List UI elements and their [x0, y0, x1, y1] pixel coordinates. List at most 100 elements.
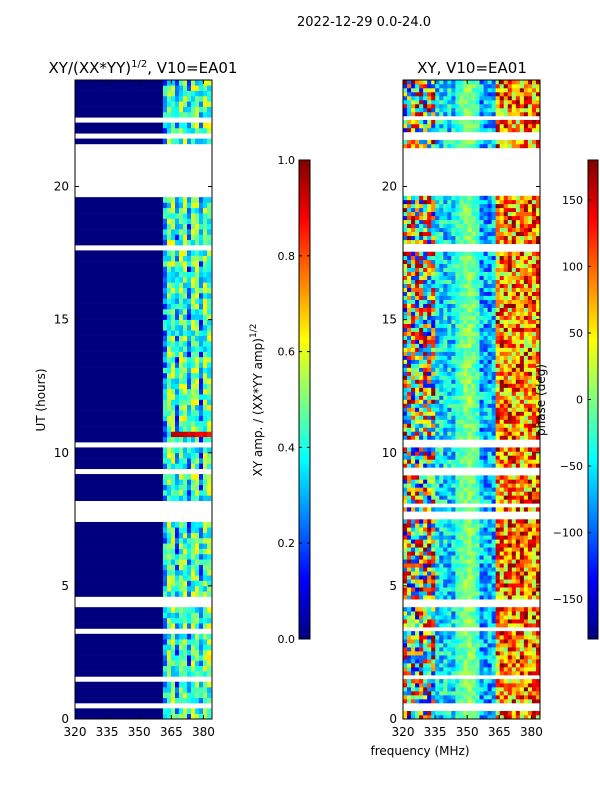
right-heat-cell — [519, 479, 525, 484]
right-heat-cell — [427, 327, 432, 332]
right-heat-cell — [419, 499, 424, 504]
left-heat-row-bg — [75, 623, 163, 629]
right-heat-cell — [479, 691, 484, 696]
left-heat-cell — [195, 314, 200, 320]
right-heat-cell — [463, 579, 468, 584]
right-heat-cell — [531, 291, 537, 296]
right-heat-cell — [507, 447, 513, 452]
right-heat-cell — [435, 239, 440, 245]
left-heat-cell — [179, 527, 184, 533]
left-heat-cell — [203, 303, 208, 310]
right-heat-cell — [475, 455, 480, 460]
right-heat-cell — [435, 687, 440, 692]
left-heat-row-bg — [75, 261, 163, 267]
right-heat-cell — [419, 231, 424, 237]
right-heat-cell — [531, 687, 537, 692]
left-heat-cell — [187, 308, 192, 315]
right-heat-cell — [419, 223, 424, 229]
right-heat-cell — [411, 483, 416, 488]
right-heat-cell — [479, 323, 484, 328]
right-heat-cell — [447, 411, 452, 416]
left-heat-cell — [163, 202, 168, 209]
left-heat-cell — [207, 426, 212, 432]
left-heat-cell — [167, 122, 172, 129]
right-heat-cell — [475, 235, 480, 241]
left-heat-cell — [175, 372, 180, 379]
right-heat-cell — [471, 571, 476, 576]
left-heat-cell — [195, 261, 200, 267]
right-heat-cell — [471, 279, 476, 284]
right-heat-cell — [535, 475, 541, 480]
right-heat-cell — [503, 351, 509, 356]
left-heat-cell — [179, 532, 184, 539]
right-heat-cell — [523, 655, 529, 660]
right-heat-cell — [431, 371, 436, 376]
right-heat-cell — [471, 431, 476, 436]
left-heat-cell — [163, 80, 168, 86]
right-heat-cell — [427, 419, 432, 424]
right-heat-cell — [447, 559, 452, 564]
right-heat-cell — [475, 483, 480, 488]
right-heat-cell — [471, 323, 476, 328]
left-heat-cell — [195, 394, 200, 400]
right-heat-cell — [531, 311, 537, 316]
right-heat-cell — [403, 619, 408, 624]
left-heat-cell — [183, 575, 188, 581]
right-heat-cell — [411, 343, 416, 348]
left-heat-cell — [171, 367, 176, 374]
right-heat-cell — [531, 287, 537, 292]
right-heat-cell — [511, 311, 517, 316]
left-heat-row-bg — [75, 90, 163, 97]
right-heat-cell — [475, 667, 480, 672]
left-heat-cell — [179, 319, 184, 326]
left-heat-cell — [191, 324, 196, 331]
left-heat-cell — [167, 266, 172, 272]
right-heat-cell — [495, 423, 501, 428]
left-heat-cell — [195, 644, 200, 651]
right-heat-cell — [467, 691, 472, 696]
right-heat-cell — [531, 339, 537, 344]
left-heat-cell — [199, 293, 204, 299]
right-heat-cell — [463, 631, 468, 636]
left-heat-cell — [187, 394, 192, 400]
right-heat-cell — [499, 259, 505, 265]
right-heat-cell — [467, 539, 472, 544]
right-heat-cell — [415, 495, 420, 500]
right-heat-cell — [459, 283, 464, 288]
right-heat-cell — [419, 411, 424, 416]
right-panel-title: XY, V10=EA01 — [417, 59, 527, 77]
right-heat-cell — [523, 463, 529, 468]
right-heat-cell — [439, 223, 444, 229]
right-heat-cell — [471, 659, 476, 664]
amplitude-ratio-panel: XY/(XX*YY)1/2, V10=EA01 320 335 350 365 380 … — [34, 59, 237, 739]
right-heat-cell — [507, 359, 513, 364]
right-heat-cell — [531, 635, 537, 640]
right-heat-cell — [431, 523, 436, 528]
right-heat-cell — [491, 623, 496, 628]
right-heat-cell — [531, 591, 537, 596]
right-heat-cell — [451, 379, 456, 384]
left-heat-cell — [195, 287, 200, 294]
right-heat-cell — [471, 539, 476, 544]
right-heat-cell — [415, 623, 420, 628]
right-heat-cell — [527, 251, 533, 257]
right-heat-cell — [515, 331, 521, 336]
right-heat-cell — [403, 275, 408, 280]
right-heat-cell — [423, 587, 428, 592]
right-heat-cell — [407, 695, 412, 700]
right-heat-cell — [419, 595, 424, 600]
right-heat-cell — [459, 383, 464, 388]
right-heat-cell — [471, 327, 476, 332]
right-heat-cell — [475, 231, 480, 237]
right-heat-cell — [519, 687, 525, 692]
right-heat-cell — [535, 595, 541, 600]
right-heat-cell — [519, 567, 525, 572]
left-heat-cell — [191, 207, 196, 214]
right-heat-cell — [487, 531, 492, 536]
right-heat-cell — [415, 295, 420, 300]
left-heat-cell — [203, 484, 208, 491]
left-heat-cell — [199, 282, 204, 288]
right-heat-cell — [459, 435, 464, 440]
right-heat-cell — [403, 539, 408, 544]
left-heat-cell — [203, 639, 208, 645]
